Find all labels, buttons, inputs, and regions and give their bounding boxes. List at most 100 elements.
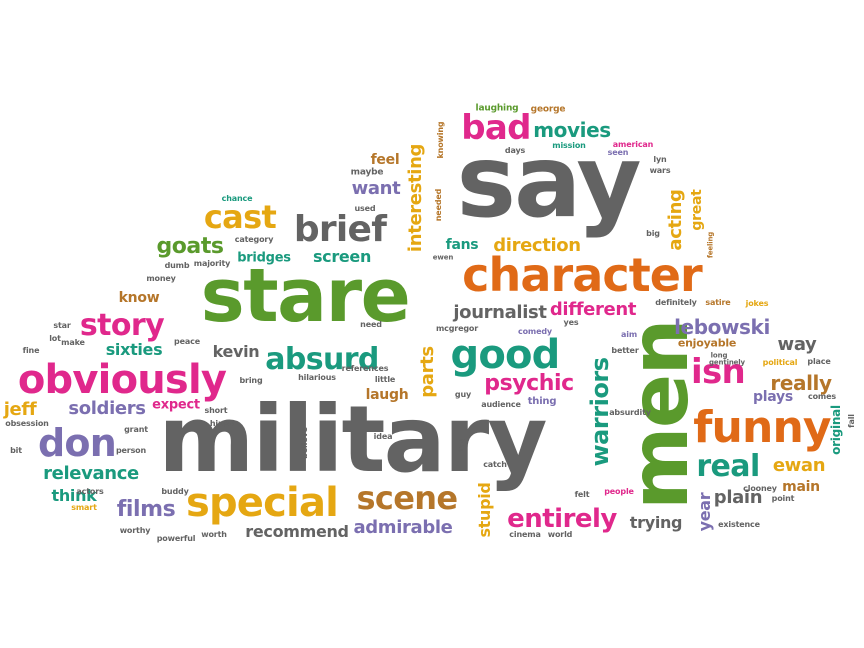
word: goats (156, 234, 224, 259)
word: used (354, 204, 376, 213)
word: plays (753, 389, 793, 405)
word: want (351, 178, 401, 199)
word: ewan (772, 455, 826, 476)
word: relevance (43, 463, 139, 484)
word: brief (293, 209, 387, 250)
word: interesting (405, 143, 426, 253)
word: plain (713, 487, 763, 508)
word: people (604, 487, 634, 496)
word: scene (356, 479, 458, 517)
word: main (782, 479, 820, 495)
word: maybe (350, 167, 384, 178)
word: comedy (518, 327, 552, 336)
word: guy (454, 390, 472, 399)
word: great (689, 189, 705, 231)
word: knowing (436, 121, 445, 159)
word: days (504, 146, 526, 155)
word: person (115, 446, 147, 455)
word: parts (417, 346, 438, 398)
word: trying (629, 513, 683, 532)
word: comes (808, 392, 836, 401)
word: catch (483, 460, 507, 469)
word: psychic (484, 371, 574, 396)
word: thing (527, 396, 557, 407)
word: movies (533, 118, 611, 142)
word: ewen (432, 253, 454, 262)
word: peace (174, 337, 200, 346)
word: definitely (655, 298, 697, 307)
word: absurd (265, 342, 379, 377)
word: long (710, 351, 728, 360)
word: films (116, 497, 176, 522)
word: fall (847, 414, 856, 428)
word: george (530, 104, 566, 115)
word: short (204, 406, 228, 415)
word: jeff (3, 399, 37, 420)
word: original (829, 405, 843, 455)
word: stupid (475, 482, 494, 538)
word: satire (705, 298, 731, 307)
word: absurdity (609, 408, 651, 417)
word: audience (481, 400, 521, 409)
word: stare (200, 253, 411, 339)
word: american (612, 140, 654, 149)
word: believe (300, 427, 309, 459)
word: lebowski (674, 315, 770, 339)
word: gentinely (709, 358, 745, 367)
word: category (234, 235, 274, 244)
word: character (462, 248, 703, 302)
word: little (374, 375, 396, 384)
word: big (646, 229, 660, 238)
word: powerful (156, 534, 196, 543)
word: smart (71, 503, 97, 512)
word: aim (621, 330, 637, 339)
word: world (547, 530, 573, 539)
word: fans (445, 237, 479, 253)
word: iraq (457, 437, 466, 453)
word: hilarious (298, 373, 336, 382)
word: expect (152, 397, 200, 413)
word: special (185, 480, 339, 526)
word: lyn (653, 155, 667, 164)
word: wars (649, 166, 671, 175)
word: obviously (17, 357, 227, 403)
word: buddy (161, 487, 189, 496)
word: bad (461, 108, 531, 148)
word: yes (563, 318, 579, 327)
word: clooney (743, 484, 777, 493)
word: majority (193, 259, 231, 268)
word: real (696, 449, 760, 484)
word: chance (221, 194, 253, 203)
word: felt (574, 490, 590, 499)
word: dumb (164, 261, 190, 270)
word: hippy (209, 419, 235, 428)
word: recommend (245, 522, 349, 541)
word: grant (124, 425, 148, 434)
word: year (695, 492, 714, 532)
word: cinema (509, 530, 541, 539)
word: bit (10, 446, 22, 455)
word: soldiers (68, 398, 146, 419)
word: don (37, 421, 117, 465)
word: way (777, 334, 817, 355)
word: feel (370, 152, 400, 168)
word: isn (690, 352, 746, 392)
word: worthy (119, 526, 151, 535)
word: mission (552, 141, 586, 150)
word: kevin (212, 342, 260, 361)
word: really (770, 371, 832, 395)
word: jokes (745, 299, 769, 308)
word: admirable (353, 517, 453, 538)
word: better (611, 346, 639, 355)
word: seen (607, 148, 629, 157)
word: laugh (365, 387, 409, 403)
word: point (771, 494, 795, 503)
word: laughing (475, 103, 519, 114)
word: sixties (105, 340, 163, 359)
word: mcgregor (435, 324, 479, 333)
word: political (762, 358, 798, 367)
word: direction (493, 235, 581, 256)
word: say (456, 123, 641, 240)
word: references (341, 364, 389, 373)
word: need (360, 320, 382, 329)
